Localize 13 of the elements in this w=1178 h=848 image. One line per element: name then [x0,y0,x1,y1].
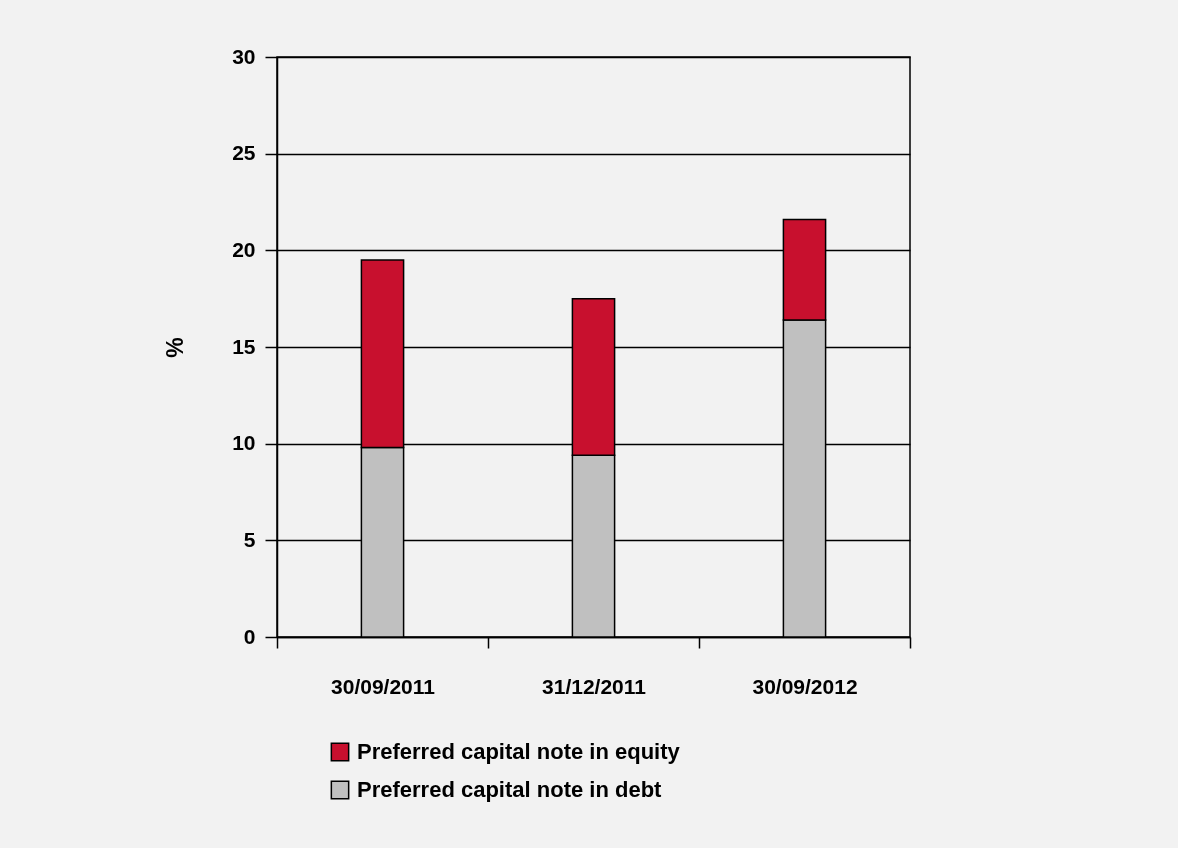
y-tick-label: 5 [243,527,256,551]
y-tick-label: 20 [232,237,256,261]
legend-label: Preferred capital note in equity [357,739,681,764]
x-tick-label: 30/09/2012 [752,674,858,698]
x-tick-label: 30/09/2011 [331,674,436,698]
legend-label: Preferred capital note in debt [357,777,663,802]
y-axis-title: % [162,337,189,358]
y-tick-label: 25 [232,141,256,165]
y-tick-label: 15 [232,334,256,358]
y-tick-label: 10 [232,431,256,455]
x-tick-label: 31/12/2011 [542,674,647,698]
y-tick-label: 30 [232,44,256,68]
y-tick-label: 0 [243,624,256,648]
